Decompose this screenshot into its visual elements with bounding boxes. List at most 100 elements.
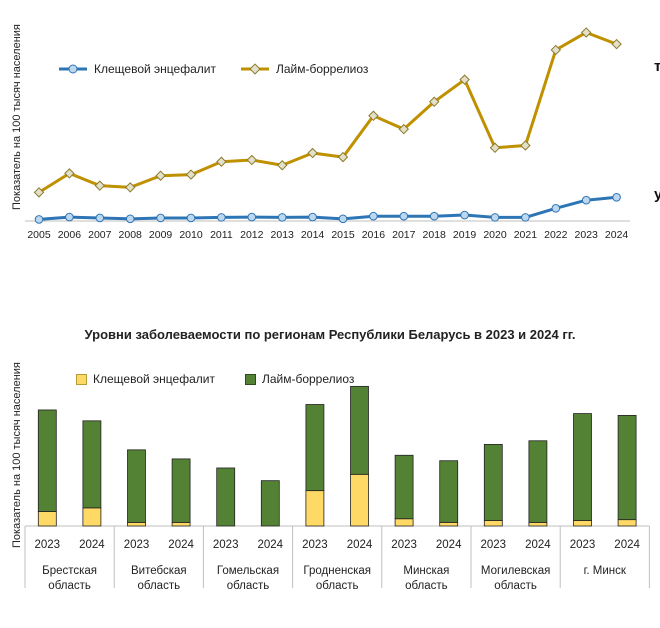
data-point-lyme [307,147,318,159]
bar-segment-lyme [216,467,236,527]
x-tick-label-year: 2024 [258,539,284,551]
incidence-line-chart: 2005 2006 2007 2008 2009 2010 2011 2012 2013 2014… [25,27,630,241]
data-point-lyme [276,160,288,171]
bar-segment-lyme [127,449,146,523]
x-tick-label-year: 2024 [347,539,373,551]
data-point-lyme [216,156,227,167]
line-chart-y-axis-label: Показатель на 100 тысяч населения [11,24,23,210]
clipped-text-fragment-2: у [654,186,660,203]
bar-segment-lyme [82,420,102,509]
data-point-tbe [551,204,561,213]
bar-segment-lyme [573,413,592,521]
data-point-lyme [398,123,410,135]
legend-lyme-marker [240,63,269,75]
data-point-tbe [247,212,257,222]
x-tick-label: 2015 [331,229,355,241]
data-point-lyme [368,110,379,121]
x-tick-label-year: 2024 [525,539,551,551]
data-point-tbe [581,195,591,205]
legend-tbe-swatch [76,373,87,385]
bar-segment-lyme [528,440,548,523]
x-tick-label: 2007 [88,229,112,241]
legend-lyme-label: Лайм-боррелиоз [261,372,355,386]
region-label: Минская [403,565,449,577]
x-tick-label: 2014 [301,229,325,241]
data-point-tbe [34,215,44,224]
x-tick-label-year: 2023 [124,539,150,551]
bar-segment-tbe [528,521,548,527]
data-point-lyme [550,44,562,56]
x-tick-label-year: 2024 [614,539,640,551]
x-tick-label: 2012 [240,229,264,241]
data-point-lyme [459,74,470,85]
data-point-lyme [124,182,136,193]
x-tick-label-year: 2023 [302,539,328,551]
bar-segment-lyme [483,444,503,521]
regional-stacked-bar-chart: 2023 2024 2023 2024 2023 2024 2023 2024 2023 2024… [24,385,650,592]
data-point-tbe [369,211,378,221]
x-tick-label-year: 2023 [481,539,507,551]
data-point-lyme [520,140,531,151]
bar-segment-lyme [171,458,191,523]
bar-segment-tbe [350,473,369,527]
x-tick-label: 2022 [544,229,568,241]
x-tick-label: 2024 [605,229,629,241]
region-label: г. Минск [584,565,627,577]
region-label: область [227,580,270,592]
x-tick-label: 2016 [362,229,386,241]
data-point-lyme [94,180,106,191]
x-tick-label-year: 2024 [436,539,462,551]
x-tick-label: 2013 [271,229,295,241]
bar-segment-lyme [617,414,637,521]
data-point-tbe [429,211,439,221]
region-label: Могилевская [481,565,550,577]
bar-segment-tbe [171,521,191,527]
data-point-tbe [217,213,226,222]
x-tick-label: 2005 [27,229,51,241]
data-point-lyme [246,154,258,166]
legend-tbe-label: Клещевой энцефалит [94,62,216,76]
x-tick-label: 2017 [392,229,416,241]
series-line-lyme [38,30,618,194]
x-tick-label: 2021 [514,229,538,241]
data-point-tbe [65,212,74,222]
bar-segment-lyme [350,385,369,475]
legend-lyme-label: Лайм-боррелиоз [275,62,369,76]
bar-chart-title: Уровни заболеваемости по регионам Респуб… [84,327,576,342]
data-point-lyme [155,170,166,181]
bar-segment-tbe [439,521,459,527]
x-tick-label-year: 2024 [79,539,105,551]
legend-lyme-swatch [244,373,256,385]
region-label: Гомельская [217,565,279,577]
x-tick-label: 2023 [575,229,599,241]
bar-segment-tbe [394,518,414,527]
bar-segment-tbe [305,490,325,527]
data-point-lyme [64,168,75,179]
region-label: Витебская [131,565,187,577]
region-label: Гродненская [303,565,371,577]
bar-segment-tbe [82,507,102,527]
x-tick-label: 2006 [58,229,82,241]
bar-segment-lyme [305,404,325,492]
clipped-text-fragment-1: т [654,58,660,75]
data-point-tbe [125,214,135,224]
bar-segment-tbe [573,520,592,527]
data-point-tbe [338,214,348,224]
region-label: область [138,580,181,592]
x-tick-label-year: 2023 [213,539,239,551]
data-point-tbe [399,211,409,221]
bar-segment-lyme [394,454,414,520]
legend-tbe-label: Клещевой энцефалит [93,372,215,386]
legend-tbe-marker [59,64,87,74]
line-chart-legend: Клещевой энцефалит Лайм-боррелиоз [58,62,368,76]
region-label: область [494,580,537,592]
data-point-lyme [611,38,622,50]
x-tick-label-year: 2024 [168,539,194,551]
x-tick-label: 2020 [483,229,507,241]
data-point-tbe [308,212,317,222]
data-point-lyme [337,151,349,163]
x-tick-label: 2011 [210,229,233,241]
data-point-tbe [156,213,165,223]
bar-segment-tbe [617,519,637,527]
region-label: область [405,580,448,592]
